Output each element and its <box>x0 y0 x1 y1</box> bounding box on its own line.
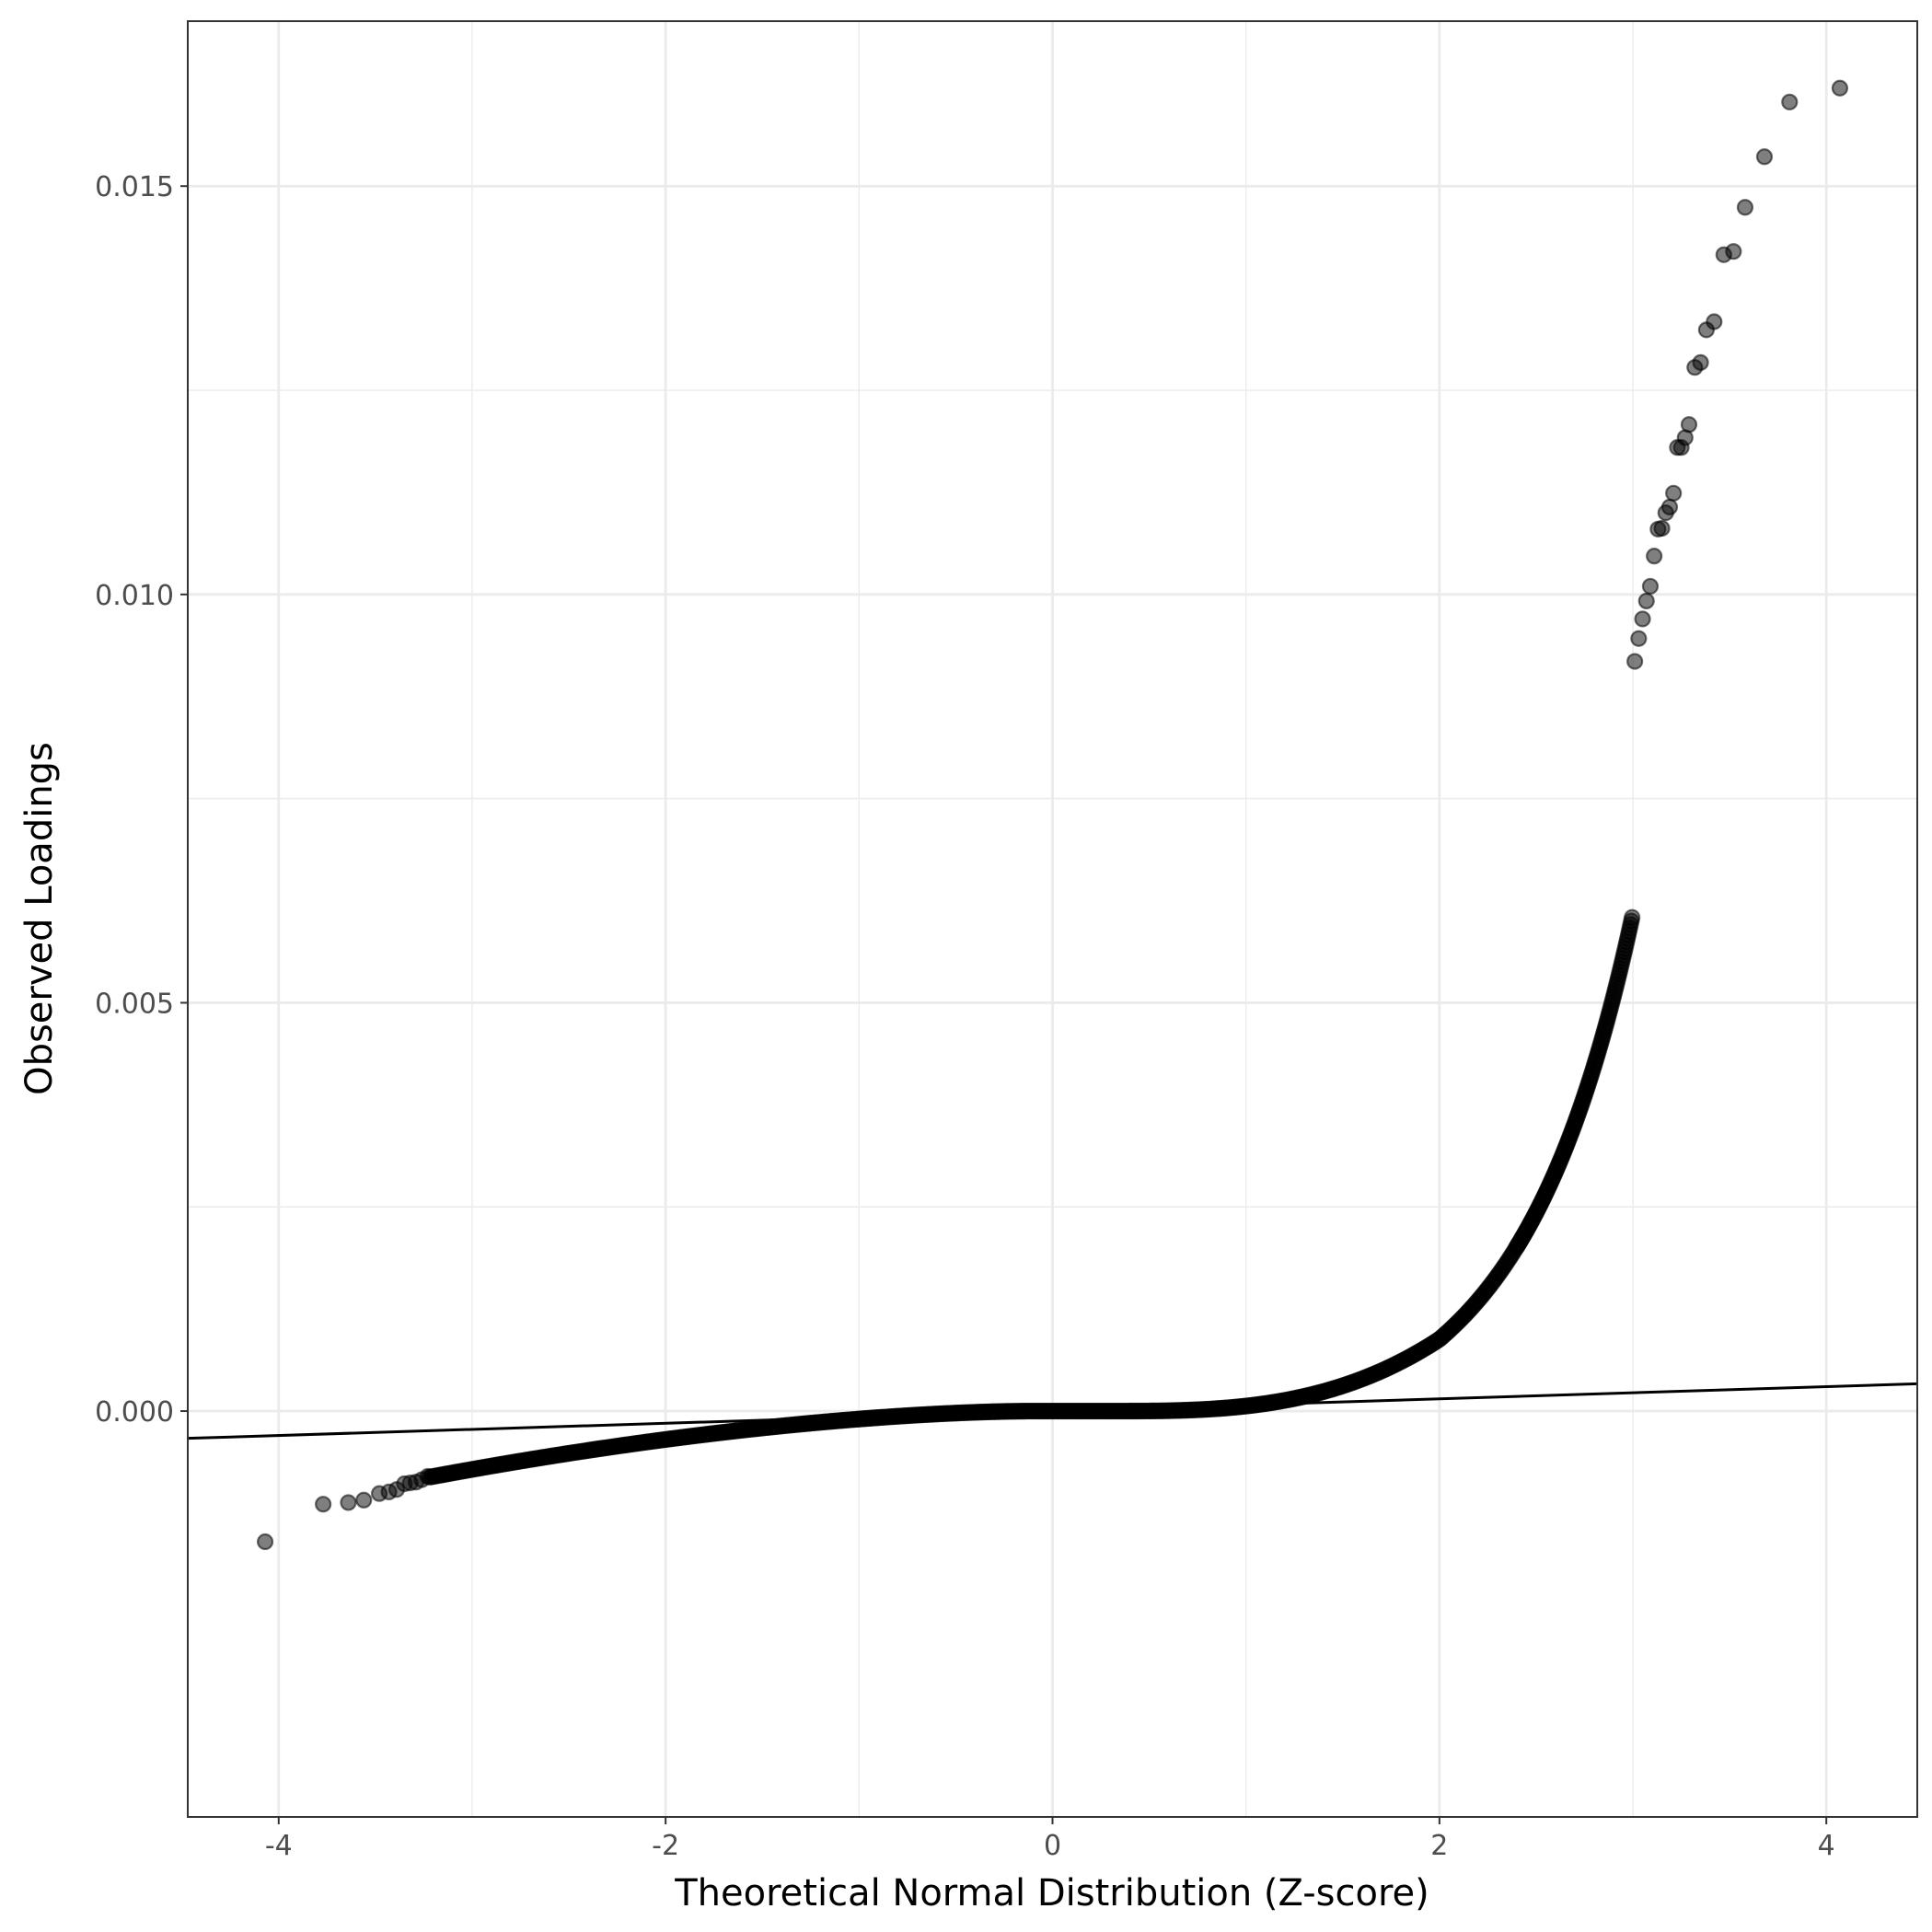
data-point <box>315 1496 332 1513</box>
data-point <box>1725 243 1742 260</box>
data-point <box>1706 313 1723 330</box>
data-point <box>1630 630 1648 647</box>
data-point <box>1646 548 1663 565</box>
y-axis-ticks: 0.000 0.005 0.010 0.015 <box>95 171 188 1429</box>
data-point <box>1831 79 1849 97</box>
y-tick-label: 0.005 <box>95 988 174 1020</box>
data-point <box>1755 148 1774 166</box>
data-point <box>1634 610 1651 628</box>
x-axis-title: Theoretical Normal Distribution (Z-score… <box>674 1872 1429 1915</box>
x-tick-label: -4 <box>265 1830 293 1862</box>
data-point <box>1680 416 1698 434</box>
data-point <box>256 1533 274 1551</box>
data-point <box>1781 93 1799 110</box>
y-tick-label: 0.010 <box>95 580 174 612</box>
x-axis-ticks: -4 -2 0 2 4 <box>265 1817 1835 1862</box>
reference-line <box>187 1382 1918 1440</box>
x-tick-label: -2 <box>652 1830 679 1862</box>
reference-line-group <box>187 1382 1918 1440</box>
major-gridlines <box>188 21 1917 1817</box>
y-axis-title: Observed Loadings <box>18 742 61 1095</box>
data-point <box>1660 498 1679 515</box>
data-point <box>340 1494 357 1511</box>
data-point <box>1626 653 1644 670</box>
data-point <box>1637 592 1655 610</box>
data-point <box>1624 908 1641 926</box>
data-point <box>1736 199 1754 216</box>
y-tick-label: 0.000 <box>95 1396 174 1429</box>
data-point <box>1692 353 1709 371</box>
y-tick-label: 0.015 <box>95 171 174 203</box>
data-point <box>1653 519 1671 538</box>
data-point <box>1665 484 1683 502</box>
x-tick-label: 2 <box>1430 1830 1448 1862</box>
x-tick-label: 0 <box>1044 1830 1061 1862</box>
data-point <box>1641 577 1660 596</box>
data-point <box>355 1491 373 1509</box>
x-tick-label: 4 <box>1818 1830 1835 1862</box>
